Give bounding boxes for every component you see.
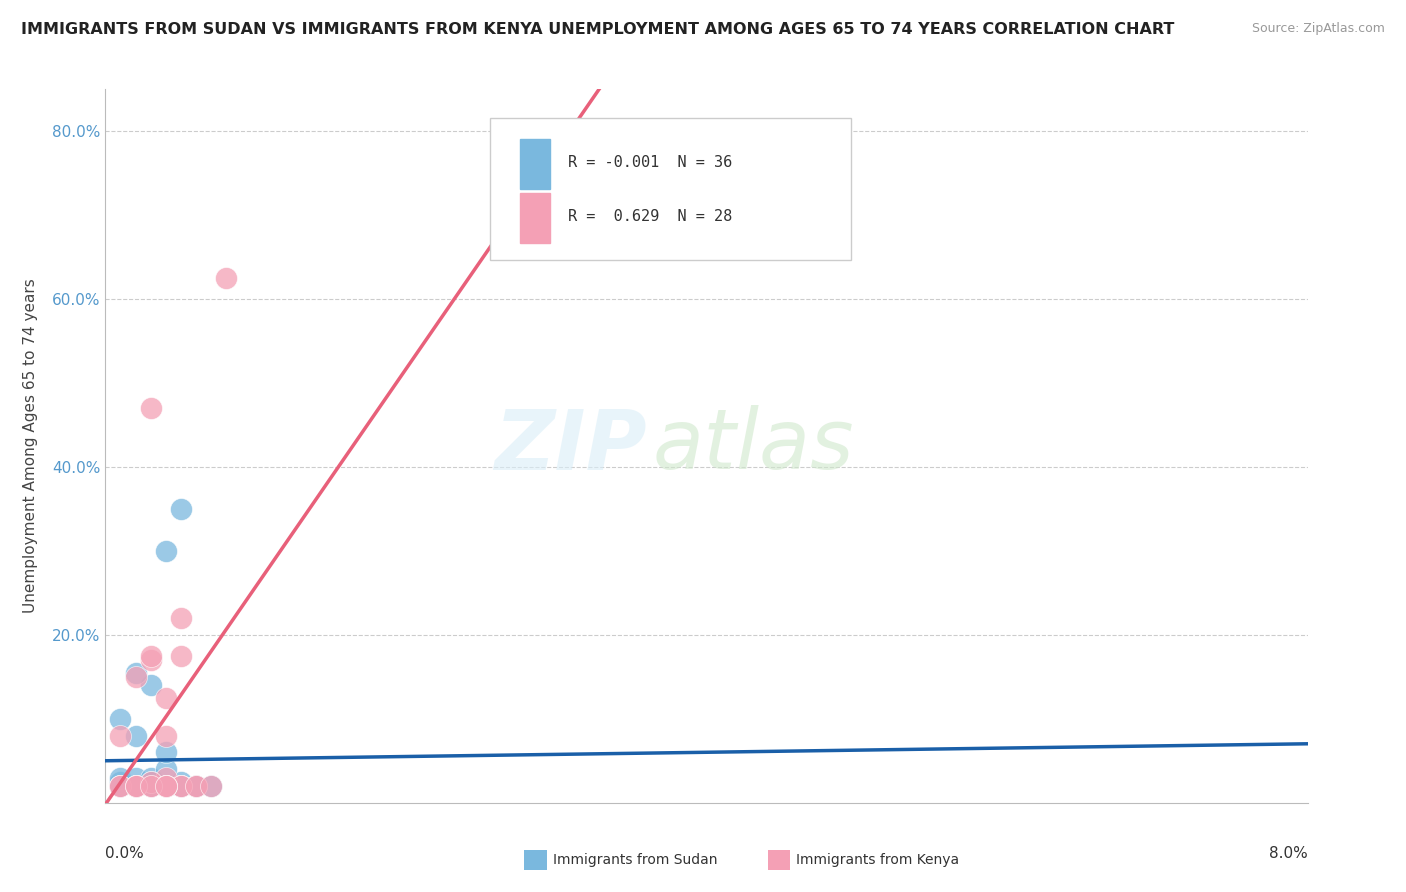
Point [110,729,132,743]
Point [155,779,177,793]
Point [110,771,132,785]
Point [169,648,191,663]
Point [200,779,222,793]
Point [169,779,191,793]
Point [124,771,146,785]
FancyBboxPatch shape [520,193,550,243]
Point [124,670,146,684]
Point [169,779,191,793]
Point [214,271,236,285]
Text: R =  0.629  N = 28: R = 0.629 N = 28 [568,209,733,224]
Point [184,779,207,793]
Point [184,779,207,793]
Point [110,712,132,726]
Point [110,779,132,793]
FancyBboxPatch shape [520,139,550,189]
Point [169,779,191,793]
Point [169,611,191,625]
FancyBboxPatch shape [491,118,851,260]
Point [124,779,146,793]
Point [155,779,177,793]
Point [155,779,177,793]
Point [124,779,146,793]
Point [139,401,162,416]
Text: Source: ZipAtlas.com: Source: ZipAtlas.com [1251,22,1385,36]
Point [124,779,146,793]
Point [139,779,162,793]
Point [124,665,146,680]
Point [200,779,222,793]
Point [139,779,162,793]
Point [184,779,207,793]
Text: Immigrants from Kenya: Immigrants from Kenya [796,853,959,867]
Point [124,779,146,793]
Point [139,774,162,789]
Point [169,779,191,793]
Point [139,774,162,789]
Point [124,779,146,793]
Point [139,771,162,785]
Text: Immigrants from Sudan: Immigrants from Sudan [553,853,717,867]
Point [155,779,177,793]
Point [155,746,177,760]
Point [110,779,132,793]
Point [110,779,132,793]
Point [110,779,132,793]
Point [184,779,207,793]
Text: 8.0%: 8.0% [1268,846,1308,861]
Text: ZIP: ZIP [494,406,647,486]
Point [155,762,177,776]
Point [184,779,207,793]
Point [139,774,162,789]
Point [139,779,162,793]
Point [169,774,191,789]
Point [139,653,162,667]
Point [155,771,177,785]
Point [155,779,177,793]
Text: atlas: atlas [652,406,853,486]
Text: R = -0.001  N = 36: R = -0.001 N = 36 [568,155,733,170]
Point [184,779,207,793]
Point [124,729,146,743]
Point [139,648,162,663]
Point [169,502,191,516]
Y-axis label: Unemployment Among Ages 65 to 74 years: Unemployment Among Ages 65 to 74 years [24,278,38,614]
Point [124,779,146,793]
Point [169,779,191,793]
Point [184,779,207,793]
Point [155,779,177,793]
Point [155,779,177,793]
Point [155,779,177,793]
Point [155,690,177,705]
Point [124,779,146,793]
Point [139,779,162,793]
Point [110,774,132,789]
Text: IMMIGRANTS FROM SUDAN VS IMMIGRANTS FROM KENYA UNEMPLOYMENT AMONG AGES 65 TO 74 : IMMIGRANTS FROM SUDAN VS IMMIGRANTS FROM… [21,22,1174,37]
Text: 0.0%: 0.0% [105,846,145,861]
Point [155,729,177,743]
Point [139,678,162,692]
Point [155,544,177,558]
